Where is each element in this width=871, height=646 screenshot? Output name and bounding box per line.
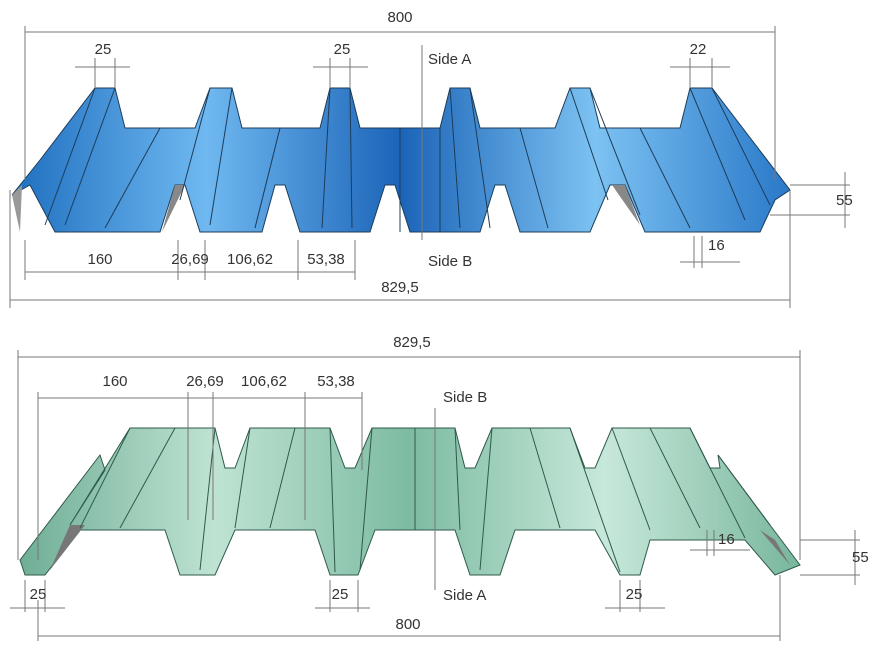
- bottom-profile: [20, 428, 800, 575]
- dimension-label: 800: [387, 9, 412, 26]
- dimension-label: 160: [87, 251, 112, 268]
- side-label: Side B: [443, 389, 487, 406]
- dimension-label: 160: [102, 373, 127, 390]
- dimension-label: 53,38: [307, 251, 345, 268]
- top-profile: [12, 88, 790, 232]
- drawing: 800 25 25 22 Side A 55 160 26,69 106,62 …: [0, 0, 871, 641]
- dimension-label: 829,5: [381, 279, 419, 296]
- dimension-label: 22: [690, 41, 707, 58]
- dimension-label: 55: [836, 192, 853, 209]
- page: 800 25 25 22 Side A 55 160 26,69 106,62 …: [0, 0, 871, 641]
- dimension-label: 106,62: [241, 373, 287, 390]
- dim-line: [670, 58, 730, 88]
- dim-line: [75, 58, 130, 88]
- dimension-label: 25: [334, 41, 351, 58]
- dimension-label: 16: [718, 531, 735, 548]
- dim-line: [313, 58, 368, 88]
- dimension-label: 25: [30, 586, 47, 603]
- blue-sheet: [12, 88, 790, 232]
- dimension-label: 106,62: [227, 251, 273, 268]
- dimension-label: 55: [852, 549, 869, 566]
- shadow: [12, 185, 22, 232]
- dim-line: [800, 530, 860, 585]
- side-label: Side B: [428, 253, 472, 270]
- dimension-label: 25: [332, 586, 349, 603]
- side-label: Side A: [443, 587, 486, 604]
- dimension-label: 16: [708, 237, 725, 254]
- green-sheet: [20, 428, 800, 575]
- dimension-label: 800: [395, 616, 420, 633]
- dimension-label: 25: [626, 586, 643, 603]
- side-label: Side A: [428, 51, 471, 68]
- dimension-label: 829,5: [393, 334, 431, 351]
- dimension-label: 26,69: [186, 373, 224, 390]
- dimension-label: 53,38: [317, 373, 355, 390]
- dimension-label: 26,69: [171, 251, 209, 268]
- dimension-label: 25: [95, 41, 112, 58]
